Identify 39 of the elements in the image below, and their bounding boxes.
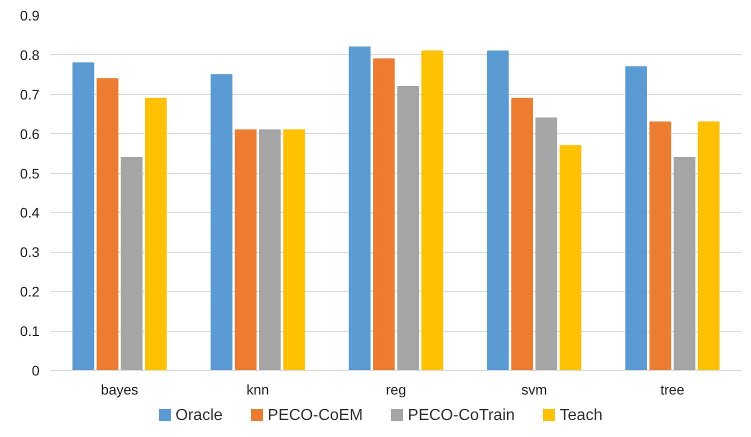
bar	[625, 66, 647, 370]
y-tick-label: 0.5	[20, 165, 40, 182]
y-tick-label: 0.2	[20, 284, 40, 300]
y-tick-label: 0.7	[20, 86, 40, 102]
bar	[283, 129, 305, 370]
x-tick-label: svm	[521, 382, 548, 398]
bar	[698, 122, 720, 370]
bar	[560, 145, 582, 370]
x-tick-label: knn	[246, 382, 270, 398]
y-tick-label: 0.3	[20, 244, 40, 260]
bar	[96, 78, 118, 370]
legend-label: PECO-CoTrain	[406, 407, 515, 424]
bar	[259, 129, 281, 370]
y-tick-label: 0.9	[20, 8, 40, 24]
legend-label: PECO-CoEM	[266, 407, 363, 424]
bar	[348, 46, 371, 370]
bar	[511, 98, 533, 370]
y-tick-label: 0.4	[20, 204, 40, 221]
bar	[72, 62, 94, 370]
bar	[649, 122, 672, 370]
bar	[421, 50, 444, 370]
bar	[210, 74, 232, 370]
bar	[120, 157, 143, 370]
bar	[487, 50, 509, 370]
legend-label: Teach	[558, 407, 602, 424]
x-tick-label: bayes	[100, 382, 138, 398]
bar	[535, 118, 558, 370]
y-tick-label: 0.6	[20, 126, 40, 142]
bar	[234, 129, 257, 370]
bar	[674, 157, 696, 370]
y-tick-label: 0.8	[20, 46, 40, 63]
x-tick-label: reg	[386, 382, 406, 398]
y-tick-label: 0.1	[20, 323, 40, 340]
y-tick-label: 0	[32, 362, 40, 378]
bar	[373, 58, 395, 370]
bar	[145, 98, 167, 370]
bar	[397, 86, 419, 370]
legend-label: Oracle	[174, 407, 223, 424]
x-tick-label: tree	[660, 382, 685, 398]
